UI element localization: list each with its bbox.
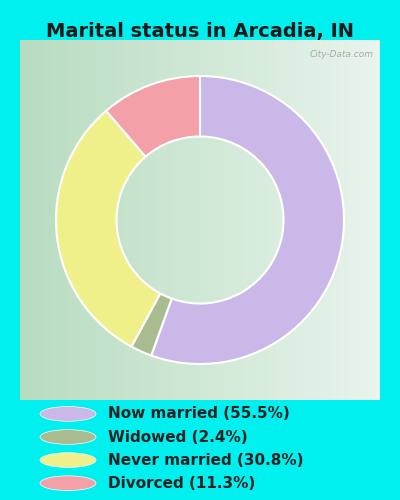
Circle shape [40, 406, 96, 421]
Circle shape [40, 430, 96, 444]
Text: Marital status in Arcadia, IN: Marital status in Arcadia, IN [46, 22, 354, 42]
Text: Now married (55.5%): Now married (55.5%) [108, 406, 290, 422]
Text: Never married (30.8%): Never married (30.8%) [108, 452, 304, 468]
Wedge shape [151, 76, 344, 364]
Text: Divorced (11.3%): Divorced (11.3%) [108, 476, 255, 490]
Wedge shape [132, 294, 172, 356]
Circle shape [40, 476, 96, 490]
Wedge shape [106, 76, 200, 156]
Wedge shape [56, 111, 160, 346]
Text: Widowed (2.4%): Widowed (2.4%) [108, 430, 248, 444]
Circle shape [40, 453, 96, 468]
Text: City-Data.com: City-Data.com [310, 50, 374, 58]
